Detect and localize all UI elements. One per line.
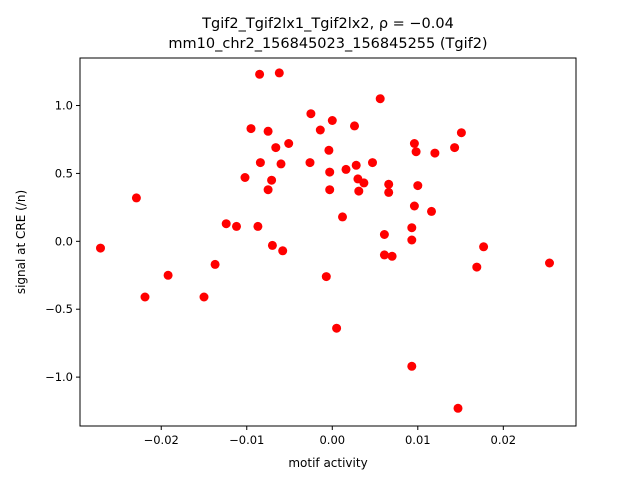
data-point bbox=[316, 126, 325, 135]
data-point bbox=[247, 124, 256, 133]
data-point bbox=[328, 116, 337, 125]
data-points bbox=[96, 68, 554, 412]
data-point bbox=[407, 223, 416, 232]
data-point bbox=[384, 180, 393, 189]
data-point bbox=[384, 188, 393, 197]
data-point bbox=[132, 193, 141, 202]
data-point bbox=[376, 94, 385, 103]
data-point bbox=[479, 242, 488, 251]
x-tick-label: −0.02 bbox=[144, 433, 179, 447]
data-point bbox=[96, 244, 105, 253]
data-point bbox=[407, 362, 416, 371]
data-point bbox=[413, 181, 422, 190]
data-point bbox=[472, 263, 481, 272]
data-point bbox=[241, 173, 250, 182]
x-tick-label: 0.01 bbox=[405, 433, 431, 447]
data-point bbox=[380, 230, 389, 239]
data-point bbox=[354, 187, 363, 196]
data-point bbox=[324, 146, 333, 155]
data-point bbox=[359, 178, 368, 187]
y-tick-label: 1.0 bbox=[55, 99, 73, 113]
data-point bbox=[277, 159, 286, 168]
data-point bbox=[256, 158, 265, 167]
data-point bbox=[342, 165, 351, 174]
data-point bbox=[306, 109, 315, 118]
data-point bbox=[222, 219, 231, 228]
data-point bbox=[264, 185, 273, 194]
data-point bbox=[164, 271, 173, 280]
chart-title-line2: mm10_chr2_156845023_156845255 (Tgif2) bbox=[168, 36, 487, 52]
x-tick-label: −0.01 bbox=[229, 433, 264, 447]
x-axis-label: motif activity bbox=[288, 456, 367, 470]
y-axis-label: signal at CRE (/n) bbox=[14, 190, 28, 294]
data-point bbox=[232, 222, 241, 231]
data-point bbox=[352, 161, 361, 170]
data-point bbox=[410, 202, 419, 211]
data-point bbox=[211, 260, 220, 269]
data-point bbox=[407, 236, 416, 245]
data-point bbox=[141, 293, 150, 302]
data-point bbox=[450, 143, 459, 152]
data-point bbox=[267, 176, 276, 185]
data-point bbox=[264, 127, 273, 136]
data-point bbox=[278, 246, 287, 255]
data-point bbox=[200, 293, 209, 302]
data-point bbox=[412, 147, 421, 156]
data-point bbox=[325, 168, 334, 177]
data-point bbox=[410, 139, 419, 148]
data-point bbox=[253, 222, 262, 231]
y-axis-ticks: −1.0 −0.5 0.0 0.5 1.0 bbox=[45, 99, 80, 385]
data-point bbox=[271, 143, 280, 152]
x-tick-label: 0.00 bbox=[319, 433, 345, 447]
data-point bbox=[284, 139, 293, 148]
data-point bbox=[322, 272, 331, 281]
y-tick-label: 0.5 bbox=[55, 166, 73, 180]
y-tick-label: −1.0 bbox=[45, 370, 73, 384]
data-point bbox=[427, 207, 436, 216]
data-point bbox=[430, 149, 439, 158]
data-point bbox=[388, 252, 397, 261]
x-tick-label: 0.02 bbox=[491, 433, 517, 447]
y-tick-label: 0.0 bbox=[55, 234, 73, 248]
data-point bbox=[368, 158, 377, 167]
y-tick-label: −0.5 bbox=[45, 302, 73, 316]
plot-frame bbox=[80, 58, 576, 426]
data-point bbox=[380, 250, 389, 259]
data-point bbox=[454, 404, 463, 413]
data-point bbox=[268, 241, 277, 250]
data-point bbox=[350, 121, 359, 130]
data-point bbox=[545, 259, 554, 268]
data-point bbox=[306, 158, 315, 167]
chart-title-line1: Tgif2_Tgif2lx1_Tgif2lx2, ρ = −0.04 bbox=[201, 16, 454, 32]
data-point bbox=[338, 212, 347, 221]
data-point bbox=[457, 128, 466, 137]
data-point bbox=[325, 185, 334, 194]
data-point bbox=[255, 70, 264, 79]
data-point bbox=[332, 324, 341, 333]
x-axis-ticks: −0.02 −0.01 0.00 0.01 0.02 bbox=[144, 426, 516, 447]
data-point bbox=[275, 68, 284, 77]
